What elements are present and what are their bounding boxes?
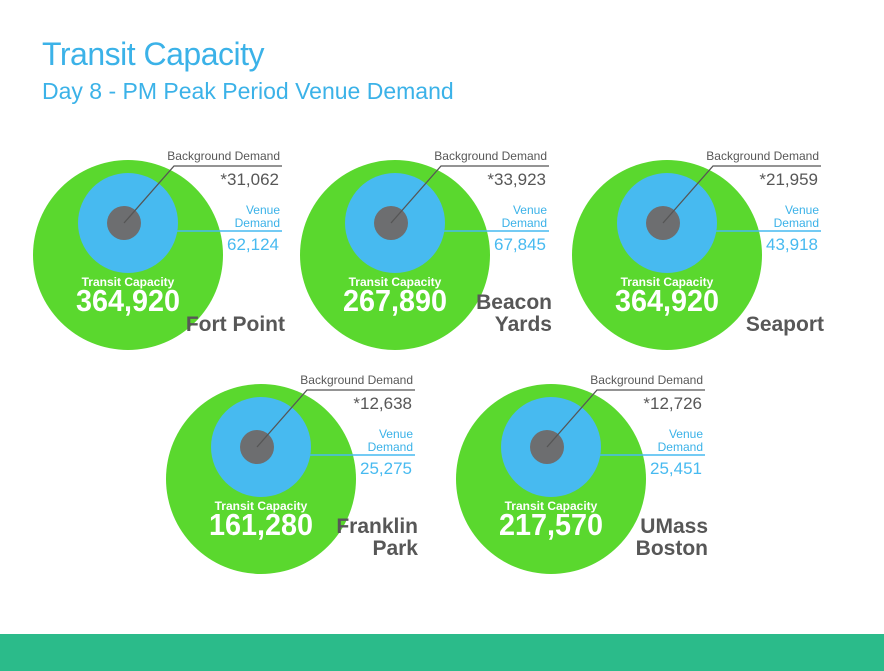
background-demand-label: Background Demand <box>167 149 280 163</box>
background-demand-label: Background Demand <box>590 373 703 387</box>
venue-demand-label-line2: Demand <box>368 440 413 454</box>
background-demand-value: *21,959 <box>759 170 818 189</box>
venue-demand-label-line1: Venue <box>669 427 703 441</box>
transit-capacity-label: Transit Capacity <box>621 275 714 289</box>
transit-capacity-label: Transit Capacity <box>215 499 308 513</box>
venue-name: Beacon <box>476 291 552 314</box>
venue-demand-label-line2: Demand <box>658 440 703 454</box>
background-demand-value: *12,726 <box>643 394 702 413</box>
venue-demand-label-line1: Venue <box>513 203 547 217</box>
background-demand-label: Background Demand <box>300 373 413 387</box>
background-demand-value: *12,638 <box>353 394 412 413</box>
background-demand-value: *31,062 <box>220 170 279 189</box>
venue-demand-label-line2: Demand <box>502 216 547 230</box>
background-demand-leader <box>546 389 705 448</box>
venue-demand-value: 67,845 <box>494 235 546 254</box>
footer-bar <box>0 634 884 671</box>
venue-demand-label-line1: Venue <box>785 203 819 217</box>
transit-capacity-value: 217,570 <box>499 507 603 542</box>
transit-capacity-label: Transit Capacity <box>82 275 175 289</box>
background-demand-leader <box>390 165 549 224</box>
background-demand-value: *33,923 <box>487 170 546 189</box>
venue-demand-label-line2: Demand <box>235 216 280 230</box>
venue-name: Seaport <box>746 313 824 336</box>
transit-capacity-label: Transit Capacity <box>349 275 442 289</box>
venue-demand-label-line2: Demand <box>774 216 819 230</box>
background-demand-label: Background Demand <box>706 149 819 163</box>
venue-demand-label-line1: Venue <box>379 427 413 441</box>
venue-demand-value: 25,451 <box>650 459 702 478</box>
venue-name: UMass <box>640 515 708 538</box>
page-title: Transit Capacity <box>42 36 265 72</box>
transit-capacity-value: 364,920 <box>615 283 719 318</box>
venue-name: Boston <box>636 537 708 560</box>
background-demand-leader <box>662 165 821 224</box>
venue-demand-label-line1: Venue <box>246 203 280 217</box>
transit-capacity-label: Transit Capacity <box>505 499 598 513</box>
venue-name: Yards <box>495 313 552 336</box>
background-demand-leader <box>256 389 415 448</box>
venue-demand-value: 62,124 <box>227 235 279 254</box>
venue-demand-value: 25,275 <box>360 459 412 478</box>
venue-name: Park <box>372 537 418 560</box>
transit-capacity-value: 161,280 <box>209 507 313 542</box>
venue-demand-value: 43,918 <box>766 235 818 254</box>
background-demand-leader <box>123 165 282 224</box>
background-demand-label: Background Demand <box>434 149 547 163</box>
venue-name: Fort Point <box>186 313 285 336</box>
transit-capacity-value: 364,920 <box>76 283 180 318</box>
transit-capacity-value: 267,890 <box>343 283 447 318</box>
venue-name: Franklin <box>336 515 418 538</box>
page-subtitle: Day 8 - PM Peak Period Venue Demand <box>42 78 454 104</box>
